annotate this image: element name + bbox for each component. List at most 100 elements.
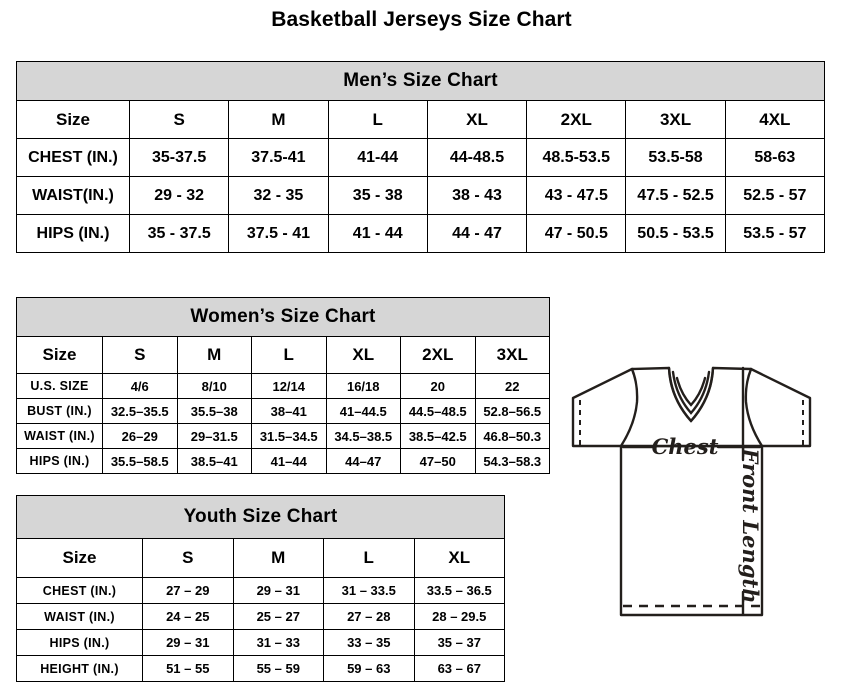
table-cell: 35 – 37 — [413, 629, 505, 656]
table-cell: 16/18 — [325, 373, 401, 399]
table-row: WAIST (IN.) 24 – 25 25 – 27 27 – 28 28 –… — [16, 603, 505, 630]
row-label-bust: BUST (IN.) — [16, 398, 103, 424]
column-header-s: S — [102, 336, 178, 374]
table-cell: 31 – 33.5 — [323, 577, 415, 604]
table-row: CHEST (IN.) 35-37.5 37.5-41 41-44 44-48.… — [16, 138, 826, 177]
table-cell: 55 – 59 — [232, 655, 324, 682]
row-label-waist: WAIST(IN.) — [16, 176, 130, 215]
table-cell: 31.5–34.5 — [251, 423, 327, 449]
table-cell: 32 - 35 — [228, 176, 329, 215]
collar-inner-line — [675, 376, 707, 407]
column-header-l: L — [251, 336, 327, 374]
chest-measurement-label: Chest — [652, 434, 719, 459]
table-cell: 33.5 – 36.5 — [413, 577, 505, 604]
table-cell: 44 - 47 — [426, 214, 528, 253]
row-label-chest: CHEST (IN.) — [16, 577, 143, 604]
table-cell: 54.3–58.3 — [474, 448, 550, 474]
row-label-hips: HIPS (IN.) — [16, 448, 103, 474]
column-header-xl: XL — [426, 100, 528, 139]
column-header-m: M — [228, 100, 329, 139]
table-cell: 26–29 — [102, 423, 178, 449]
table-cell: 34.5–38.5 — [325, 423, 401, 449]
table-row: HEIGHT (IN.) 51 – 55 55 – 59 59 – 63 63 … — [16, 655, 505, 682]
column-header-size: Size — [16, 538, 143, 578]
table-cell: 38.5–41 — [176, 448, 252, 474]
front-length-measurement-label: Front Length — [738, 448, 763, 604]
womens-chart-caption: Women’s Size Chart — [16, 297, 550, 337]
column-header-2xl: 2XL — [526, 100, 627, 139]
row-label-waist: WAIST (IN.) — [16, 423, 103, 449]
table-cell: 53.5-58 — [625, 138, 726, 177]
table-cell: 44.5–48.5 — [400, 398, 476, 424]
table-cell: 8/10 — [176, 373, 252, 399]
column-header-m: M — [232, 538, 324, 578]
table-row: BUST (IN.) 32.5–35.5 35.5–38 38–41 41–44… — [16, 398, 550, 424]
table-cell: 37.5-41 — [228, 138, 329, 177]
table-cell: 50.5 - 53.5 — [625, 214, 726, 253]
collar-outer-line — [667, 366, 715, 423]
table-caption-row: Men’s Size Chart — [16, 61, 825, 101]
column-header-4xl: 4XL — [724, 100, 826, 139]
row-label-hips: HIPS (IN.) — [16, 214, 130, 253]
table-cell: 59 – 63 — [323, 655, 415, 682]
column-header-xl: XL — [413, 538, 505, 578]
table-cell: 46.8–50.3 — [474, 423, 550, 449]
table-cell: 52.8–56.5 — [474, 398, 550, 424]
table-caption-row: Women’s Size Chart — [16, 297, 550, 337]
table-cell: 43 - 47.5 — [526, 176, 627, 215]
table-cell: 35.5–38 — [176, 398, 252, 424]
column-header-xl: XL — [325, 336, 401, 374]
table-cell: 51 – 55 — [142, 655, 234, 682]
table-cell: 22 — [474, 373, 550, 399]
table-header-row: Size S M L XL 2XL 3XL 4XL — [16, 100, 826, 139]
table-cell: 47 - 50.5 — [526, 214, 627, 253]
table-cell: 41–44.5 — [325, 398, 401, 424]
table-cell: 4/6 — [102, 373, 178, 399]
table-cell: 28 – 29.5 — [413, 603, 505, 630]
collar-middle-line — [671, 370, 711, 415]
table-row: HIPS (IN.) 29 – 31 31 – 33 33 – 35 35 – … — [16, 629, 505, 656]
table-cell: 29 - 32 — [128, 176, 230, 215]
table-cell: 53.5 - 57 — [724, 214, 826, 253]
table-cell: 35-37.5 — [128, 138, 230, 177]
table-cell: 12/14 — [251, 373, 327, 399]
table-cell: 52.5 - 57 — [724, 176, 826, 215]
table-cell: 48.5-53.5 — [526, 138, 627, 177]
youth-size-chart-table: Youth Size Chart Size S M L XL CHEST (IN… — [16, 495, 505, 682]
table-cell: 27 – 29 — [142, 577, 234, 604]
column-header-s: S — [142, 538, 234, 578]
column-header-s: S — [128, 100, 230, 139]
table-cell: 29 – 31 — [142, 629, 234, 656]
column-header-size: Size — [16, 100, 130, 139]
mens-size-chart-table: Men’s Size Chart Size S M L XL 2XL 3XL 4… — [16, 61, 826, 253]
youth-chart-caption: Youth Size Chart — [16, 495, 505, 539]
table-row: HIPS (IN.) 35 - 37.5 37.5 - 41 41 - 44 4… — [16, 214, 826, 253]
table-cell: 47–50 — [400, 448, 476, 474]
table-cell: 44-48.5 — [426, 138, 528, 177]
table-row: HIPS (IN.) 35.5–58.5 38.5–41 41–44 44–47… — [16, 448, 550, 474]
table-cell: 44–47 — [325, 448, 401, 474]
table-cell: 35.5–58.5 — [102, 448, 178, 474]
row-label-waist: WAIST (IN.) — [16, 603, 143, 630]
table-cell: 20 — [400, 373, 476, 399]
table-caption-row: Youth Size Chart — [16, 495, 505, 539]
table-row: WAIST (IN.) 26–29 29–31.5 31.5–34.5 34.5… — [16, 423, 550, 449]
mens-chart-caption: Men’s Size Chart — [16, 61, 825, 101]
row-label-height: HEIGHT (IN.) — [16, 655, 143, 682]
column-header-3xl: 3XL — [474, 336, 550, 374]
table-row: CHEST (IN.) 27 – 29 29 – 31 31 – 33.5 33… — [16, 577, 505, 604]
table-cell: 41–44 — [251, 448, 327, 474]
row-label-chest: CHEST (IN.) — [16, 138, 130, 177]
table-cell: 38.5–42.5 — [400, 423, 476, 449]
table-cell: 25 – 27 — [232, 603, 324, 630]
table-cell: 37.5 - 41 — [228, 214, 329, 253]
table-cell: 32.5–35.5 — [102, 398, 178, 424]
table-cell: 31 – 33 — [232, 629, 324, 656]
table-cell: 33 – 35 — [323, 629, 415, 656]
table-cell: 29–31.5 — [176, 423, 252, 449]
v-neck-jersey-icon: Chest Front Length — [571, 366, 812, 617]
column-header-l: L — [327, 100, 428, 139]
table-cell: 38–41 — [251, 398, 327, 424]
table-row: WAIST(IN.) 29 - 32 32 - 35 35 - 38 38 - … — [16, 176, 826, 215]
column-header-size: Size — [16, 336, 103, 374]
